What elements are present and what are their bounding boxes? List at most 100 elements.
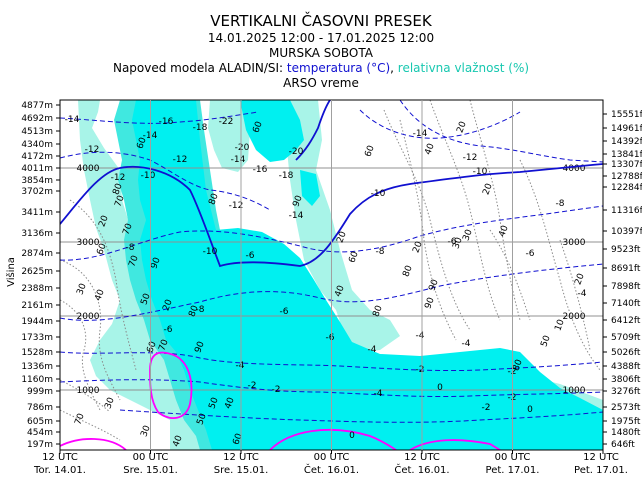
temperature-contour-label: -6	[448, 237, 457, 247]
temp-contour	[60, 205, 603, 261]
temperature-contour-label: -2	[272, 385, 281, 395]
humidity-contour-label: 40	[93, 288, 106, 302]
rh-contour	[429, 100, 501, 321]
y-tick-label-ft: 15551ft	[611, 110, 642, 120]
humidity-contour-label: 50	[195, 412, 208, 426]
temperature-contour-label: -4	[462, 339, 471, 349]
y-tick-label-ft: 5026ft	[611, 348, 641, 358]
y-tick-label-m: 3854m	[21, 176, 53, 186]
y-tick-label-ft: 14392ft	[611, 137, 642, 147]
x-tick-time: 12 UTC	[223, 452, 259, 463]
humidity-contour-label: 30	[103, 396, 116, 410]
time-gridlines	[150, 100, 513, 450]
rh-contour	[383, 109, 471, 331]
height-line-label-right: 4000	[563, 164, 586, 174]
x-tick-time: 00 UTC	[495, 452, 531, 463]
temperature-contour-label: -18	[279, 171, 294, 181]
y-tick-label-m: 605m	[27, 417, 53, 427]
y-tick-label-m: 4011m	[21, 164, 53, 174]
x-tick-time: 12 UTC	[42, 452, 78, 463]
humidity-contour-label: 80	[371, 304, 384, 318]
x-tick-day: Čet. 16.01.	[394, 463, 449, 476]
y-tick-label-ft: 10397ft	[611, 227, 642, 237]
y-tick-label-ft: 4388ft	[611, 362, 641, 372]
humidity-area-high-3	[300, 170, 320, 206]
rh-contour	[519, 159, 601, 371]
temp-contour	[359, 109, 521, 139]
humidity-contour-label: 70	[73, 412, 86, 426]
temperature-contour-label: -10	[371, 189, 386, 199]
humidity-contour-label: 40	[497, 224, 510, 238]
humidity-contour-label: 20	[161, 298, 174, 312]
y-tick-label-ft: 3276ft	[611, 387, 641, 397]
temp-contour	[60, 151, 271, 211]
freezing-contour	[269, 428, 397, 450]
temp-contour	[119, 409, 603, 423]
x-tick-time: 00 UTC	[314, 452, 350, 463]
temperature-contour-label: -12	[463, 153, 478, 163]
rh-contour	[60, 299, 101, 411]
humidity-contour-label: 70	[121, 222, 134, 236]
x-tick-day: Sre. 15.01.	[214, 465, 269, 476]
y-axis-left: 4877m 4692m 4513m 4340m 4172m 4011m 3854m3702m…	[21, 101, 60, 450]
temperature-contour-label: -4	[416, 331, 425, 341]
x-axis: 12 UTC Tor. 14.01. 00 UTC Sre. 15.01. 12 UTC…	[33, 450, 628, 476]
humidity-contour-label: 50	[207, 396, 220, 410]
y-tick-label-m: 786m	[27, 403, 53, 413]
temperature-contour-label: -8	[126, 243, 135, 253]
temperature-contour-label: -4	[374, 389, 383, 399]
y-tick-label-m: 4877m	[21, 101, 53, 111]
humidity-contour-label: 30	[75, 282, 88, 296]
temperature-contour-label: -14	[289, 211, 304, 221]
rh-contour	[399, 119, 457, 341]
y-axis-right: 15551ft 14961ft 14392ft 13841ft13307ft 12788…	[603, 110, 642, 450]
freezing-level	[60, 351, 501, 450]
y-tick-label-m: 1336m	[21, 362, 53, 372]
humidity-contour-label: 60	[135, 136, 148, 150]
height-line-label-left: 3000	[77, 238, 100, 248]
temperature-contour-label: -6	[164, 325, 173, 335]
chart-location: MURSKA SOBOTA	[269, 46, 373, 60]
y-tick-label-m: 999m	[27, 387, 53, 397]
humidity-contour-label: 10	[553, 318, 566, 332]
temp-contour	[60, 263, 603, 321]
humidity-contour-label: 80	[401, 264, 414, 278]
temperature-contour-label: -4	[236, 361, 245, 371]
temperature-contour-label: -16	[253, 165, 268, 175]
subtitle-humidity: relativna vlažnost (%)	[397, 61, 530, 75]
humidity-contour-label: 30	[451, 236, 464, 250]
rh-contour	[69, 199, 137, 371]
y-tick-label-m: 2625m	[21, 267, 53, 277]
temperature-contour-label: 0	[437, 383, 443, 393]
subtitle-separator: ,	[390, 61, 394, 75]
humidity-contour-label: 30	[139, 424, 152, 438]
humidity-contour-label: 20	[573, 272, 586, 286]
chart-subtitle: Napoved modela ALADIN/SI: temperatura (°…	[0, 61, 642, 76]
x-tick-day: Sre. 15.01.	[123, 465, 178, 476]
y-tick-label-m: 1160m	[21, 375, 53, 385]
subtitle-prefix: Napoved modela ALADIN/SI:	[112, 61, 284, 75]
y-tick-label-ft: 8691ft	[611, 264, 641, 274]
humidity-contour-label: 80	[187, 304, 200, 318]
temperature-contour-label: -14	[65, 115, 80, 125]
y-tick-label-m: 1528m	[21, 348, 53, 358]
temperature-contour-label: -18	[193, 123, 208, 133]
y-tick-label-ft: 7140ft	[611, 299, 641, 309]
y-tick-label-ft: 9523ft	[611, 245, 641, 255]
y-tick-label-ft: 6412ft	[611, 316, 641, 326]
temperature-contour-label: -12	[85, 145, 100, 155]
y-axis-label: Višina	[5, 257, 17, 287]
temperature-contour-label: -4	[578, 289, 587, 299]
rh-contour	[60, 409, 121, 441]
temperature-contour-label: -6	[280, 307, 289, 317]
temperature-contour-minus10	[60, 163, 603, 268]
height-line-label-right: 2000	[563, 312, 586, 322]
temperature-contour-label: 0	[527, 405, 533, 415]
temperature-contour-label: -8	[556, 199, 565, 209]
y-tick-label-m: 3411m	[21, 208, 53, 218]
height-line-label-right: 3000	[563, 238, 586, 248]
y-tick-label-m: 1944m	[21, 317, 53, 327]
x-tick-day: Pet. 17.01.	[486, 465, 540, 476]
y-tick-label-ft: 12284ft	[611, 183, 642, 193]
freezing-contour	[60, 438, 127, 450]
